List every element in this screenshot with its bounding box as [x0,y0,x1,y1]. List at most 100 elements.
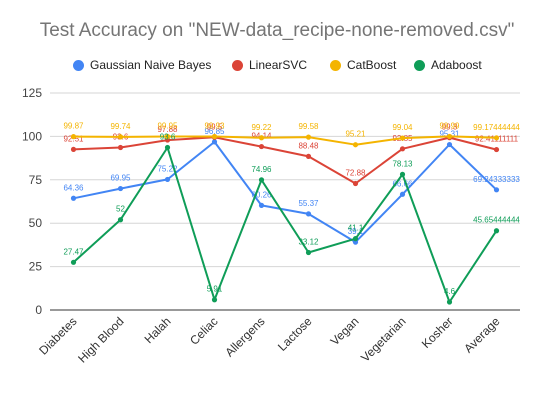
data-label: 99.3 [442,123,458,132]
y-tick-label: 0 [35,303,42,317]
data-label: 96.85 [204,127,225,136]
y-tick-label: 25 [29,260,43,274]
data-label: 99.04 [392,123,413,132]
x-tick-label: Diabetes [36,314,79,357]
data-point [70,146,77,153]
data-point [70,195,77,201]
data-label: 95.21 [345,130,366,139]
data-point [117,144,124,151]
data-point [211,133,218,140]
data-label: 99.17444444 [473,123,520,132]
data-label: 41.1 [348,224,364,233]
x-tick-label: Lactose [275,314,315,354]
legend-marker-icon [330,59,341,71]
data-label: 64.36 [63,183,84,192]
data-label: 4.6 [444,287,456,296]
data-label: 52 [116,205,125,214]
data-label: 69.95 [110,174,131,183]
x-tick-label: Celiac [187,314,220,347]
legend-item-linearsvc: LinearSVC [232,58,307,72]
series-line [72,146,498,303]
data-label: 5.91 [207,285,223,294]
data-point [211,139,218,145]
data-point [117,217,124,223]
x-tick-label: Vegetarian [358,314,408,364]
data-label: 99.5 [207,122,223,131]
data-label: 99.99 [439,121,460,130]
data-point [305,249,312,256]
legend-label: Adaboost [431,58,482,72]
x-tick-label: Kosher [419,314,456,351]
data-point [493,146,500,153]
data-label: 33.12 [298,238,319,247]
data-label: 99.87 [63,122,84,131]
legend-item-gaussian-naive-bayes: Gaussian Naive Bayes [73,58,211,72]
legend-marker-icon [73,59,84,71]
data-label: 88.48 [298,141,319,150]
data-point [164,144,171,151]
data-label: 99.22 [251,123,272,132]
legend-label: LinearSVC [249,58,308,72]
data-point [164,176,171,183]
data-label: 99.74 [110,122,131,131]
data-point [446,299,453,305]
data-point [399,135,406,141]
y-tick-label: 75 [29,173,43,187]
data-point [305,153,312,159]
x-tick-label: Allergens [222,314,267,359]
legend-marker-icon [414,59,425,71]
data-label: 99.93 [204,122,225,131]
y-tick-label: 50 [29,216,43,230]
legend-item-adaboost: Adaboost [414,58,482,72]
data-point [305,211,312,217]
data-label: 45.65444444 [473,216,520,225]
x-tick-label: Average [461,314,503,356]
series-line [73,135,497,146]
y-tick-label: 125 [22,86,42,100]
data-point [164,133,171,140]
data-point [352,142,359,148]
data-point [493,187,500,193]
data-point [70,259,77,265]
data-point [399,146,406,152]
series-line [73,136,497,185]
data-label: 93.6 [160,133,176,142]
chart-title: Test Accuracy on "NEW-data_recipe-none-r… [39,20,515,41]
data-label: 39.1 [348,227,364,236]
data-label: 99.95 [157,121,178,130]
data-label: 99.58 [298,122,319,131]
data-point [493,228,500,234]
data-point [399,191,406,197]
x-tick-label: Halah [142,314,174,346]
data-point [258,202,265,208]
data-point [117,185,124,192]
data-label: 78.13 [392,159,413,168]
data-label: 60.26 [251,190,272,199]
data-point [164,137,171,143]
data-label: 66.66 [392,179,413,188]
data-point [352,236,359,242]
data-point [352,180,359,187]
data-label: 97.88 [157,125,178,134]
legend-item-catboost: CatBoost [330,58,396,72]
data-point [70,134,77,140]
data-label: 72.88 [345,168,366,177]
legend: Gaussian Naive Bayes LinearSVC CatBoost … [0,58,554,76]
data-point [493,135,500,141]
data-label: 75.22 [157,164,178,173]
data-label: 55.37 [298,199,319,208]
data-point [446,141,453,148]
data-label: 69.24333333 [473,175,520,184]
data-point [446,133,453,140]
data-label: 74.96 [251,165,272,174]
legend-label: Gaussian Naive Bayes [90,58,212,72]
data-point [211,297,218,303]
data-point [399,171,406,177]
data-point [305,134,312,140]
data-point [258,177,265,183]
x-tick-label: High Blood [75,314,126,365]
x-tick-label: Vegan [328,314,362,348]
legend-label: CatBoost [347,58,397,72]
y-tick-label: 100 [22,129,42,143]
